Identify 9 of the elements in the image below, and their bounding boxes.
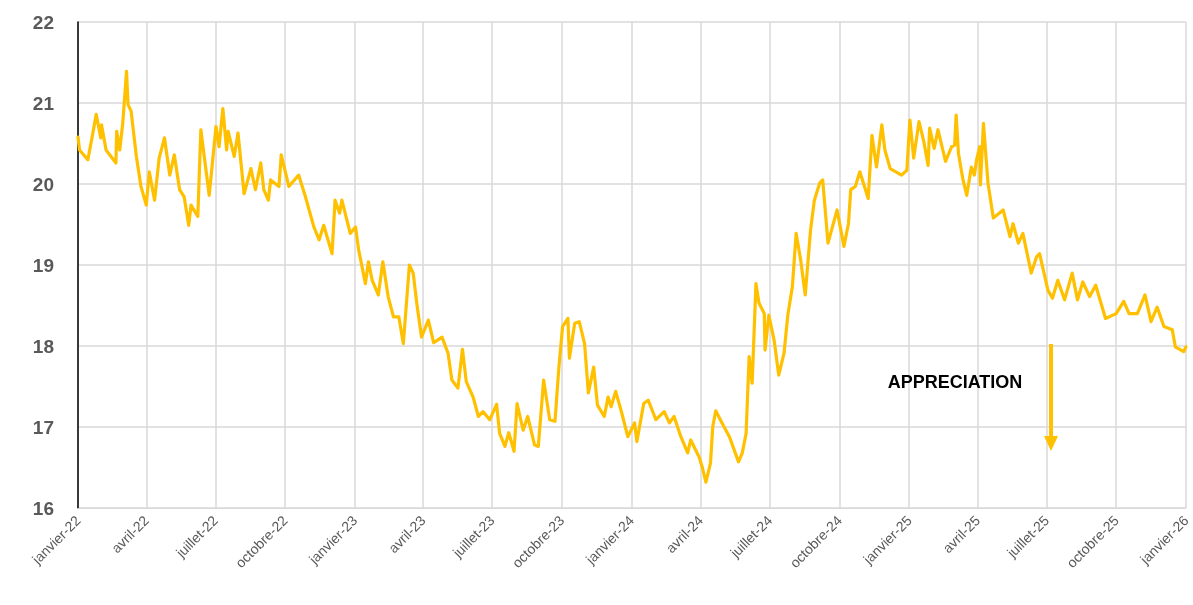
y-tick-label: 20 — [32, 173, 54, 195]
y-tick-label: 19 — [32, 254, 54, 276]
annotation: APPRECIATION — [886, 372, 1024, 393]
y-tick-label: 18 — [32, 335, 54, 357]
line-series — [76, 69, 1188, 484]
y-tick-label: 16 — [32, 497, 54, 519]
y-tick-label: 21 — [32, 92, 55, 114]
y-tick-label: 17 — [32, 416, 54, 438]
y-tick-label: 22 — [32, 11, 54, 33]
